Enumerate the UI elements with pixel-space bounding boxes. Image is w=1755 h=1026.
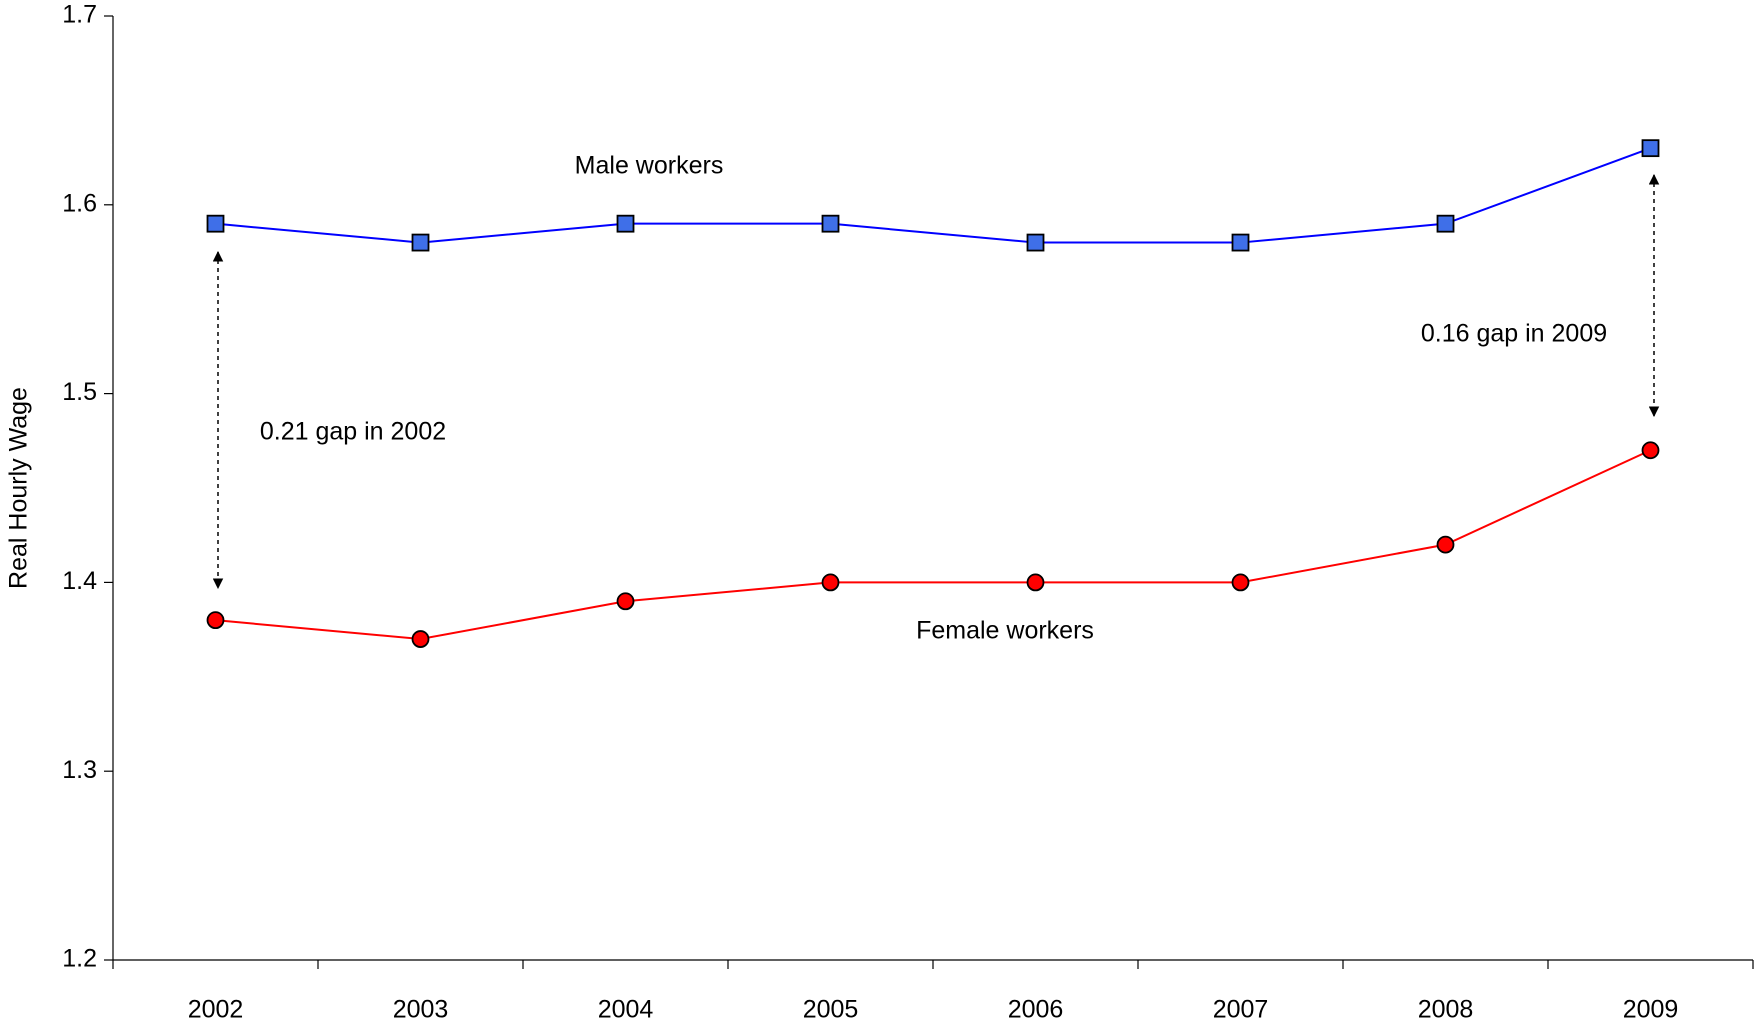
y-tick-label: 1.2 [62, 945, 97, 973]
y-tick-label: 1.7 [62, 1, 97, 29]
x-tick-label: 2006 [1008, 996, 1064, 1024]
point-marker [206, 611, 225, 630]
y-tick-label: 1.5 [62, 378, 97, 406]
point-marker [1026, 233, 1045, 252]
series-line [215, 147, 1651, 244]
point-marker [616, 592, 635, 611]
point-marker [1026, 573, 1045, 592]
x-tick-label: 2002 [188, 996, 244, 1024]
x-tick-label: 2003 [393, 996, 449, 1024]
point-marker [411, 233, 430, 252]
x-tick-label: 2009 [1623, 996, 1679, 1024]
x-tick-label: 2004 [598, 996, 654, 1024]
point-marker [1436, 214, 1455, 233]
y-axis-label: Real Hourly Wage [5, 387, 33, 589]
annotation: 0.21 gap in 2002 [260, 418, 446, 446]
point-marker [1641, 441, 1660, 460]
y-tick-label: 1.3 [62, 756, 97, 784]
x-tick-label: 2007 [1213, 996, 1269, 1024]
annotation: 0.16 gap in 2009 [1421, 320, 1607, 348]
y-tick-label: 1.4 [62, 567, 97, 595]
y-tick-label: 1.6 [62, 189, 97, 217]
point-marker [1436, 535, 1455, 554]
x-tick-label: 2008 [1418, 996, 1474, 1024]
series-annotation: Female workers [916, 617, 1094, 645]
point-marker [1231, 233, 1250, 252]
point-marker [206, 214, 225, 233]
point-marker [1641, 139, 1660, 158]
x-tick-label: 2005 [803, 996, 859, 1024]
point-marker [821, 573, 840, 592]
point-marker [411, 630, 430, 648]
point-marker [1231, 573, 1250, 592]
series-annotation: Male workers [575, 152, 724, 180]
series-line [215, 449, 1651, 641]
point-marker [616, 214, 635, 233]
point-marker [821, 214, 840, 233]
